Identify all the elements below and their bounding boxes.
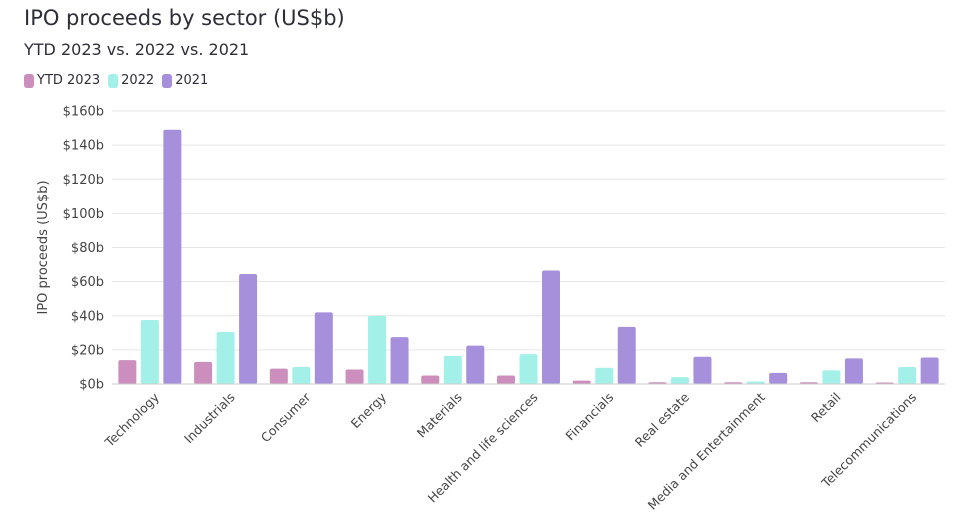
y-tick-label: $20b [71, 343, 104, 358]
bar-real-estate-2022[interactable] [670, 377, 689, 384]
y-axis-ticks: $0b $20b $40b $60b $80b $100b $120b $140b $160b [63, 105, 104, 393]
x-tick-label-retail: Retail [808, 390, 844, 426]
y-tick-label: $60b [71, 275, 104, 290]
bar-materials-ytd-2023[interactable] [421, 375, 440, 384]
bar-industrials-2021[interactable] [239, 273, 258, 384]
bar-energy-2022[interactable] [368, 315, 387, 384]
y-tick-label: $120b [63, 173, 104, 188]
chart-subtitle: YTD 2023 vs. 2022 vs. 2021 [24, 40, 250, 59]
bar-real-estate-2021[interactable] [693, 356, 712, 384]
x-tick-label-financials: Financials [562, 390, 616, 444]
bar-media-and-entertainment-2021[interactable] [769, 372, 788, 384]
bar-consumer-ytd-2023[interactable] [269, 368, 288, 384]
y-tick-label: $40b [71, 309, 104, 324]
bars [118, 129, 939, 384]
y-tick-label: $0b [79, 378, 104, 393]
legend-swatch-2021 [162, 73, 173, 88]
x-tick-label-materials: Materials [414, 390, 465, 441]
y-tick-label: $140b [63, 139, 104, 154]
legend-item-2021[interactable]: 2021 [162, 73, 208, 88]
legend-item-2022[interactable]: 2022 [108, 73, 154, 88]
bar-financials-2021[interactable] [617, 326, 636, 384]
x-tick-label-consumer: Consumer [258, 389, 314, 445]
bar-materials-2022[interactable] [443, 355, 462, 384]
x-tick-label-real-estate: Real estate [632, 389, 693, 450]
legend-swatch-ytd-2023 [24, 73, 34, 88]
bar-technology-2021[interactable] [163, 129, 182, 384]
bar-energy-ytd-2023[interactable] [345, 369, 364, 384]
legend: YTD 2023 2022 2021 [24, 73, 208, 88]
legend-label-2022: 2022 [121, 73, 155, 88]
gridlines [112, 110, 945, 351]
x-tick-label-technology: Technology [101, 389, 162, 450]
y-tick-label: $100b [63, 207, 104, 222]
bar-consumer-2022[interactable] [292, 366, 311, 384]
bar-media-and-entertainment-2022[interactable] [746, 381, 765, 384]
bar-financials-2022[interactable] [595, 367, 614, 384]
legend-item-ytd-2023[interactable]: YTD 2023 [24, 73, 100, 88]
bar-health-and-life-sciences-2022[interactable] [519, 354, 538, 384]
legend-label-ytd-2023: YTD 2023 [37, 73, 101, 88]
bar-materials-2021[interactable] [466, 345, 485, 384]
bar-consumer-2021[interactable] [314, 312, 333, 384]
legend-label-2021: 2021 [175, 73, 209, 88]
x-axis-labels: Technology Industrials Consumer Energy Mater… [101, 389, 919, 513]
bar-energy-2021[interactable] [390, 337, 409, 384]
x-tick-label-industrials: Industrials [181, 390, 238, 447]
y-axis-title: IPO proceeds (US$b) [36, 180, 51, 314]
bar-telecommunications-2022[interactable] [898, 366, 917, 384]
x-tick-label-energy: Energy [348, 389, 390, 431]
bar-industrials-2022[interactable] [216, 331, 235, 384]
y-tick-label: $80b [71, 241, 104, 256]
bar-technology-2022[interactable] [140, 320, 159, 384]
bar-retail-2022[interactable] [822, 370, 841, 384]
bar-telecommunications-2021[interactable] [920, 357, 939, 384]
bar-retail-2021[interactable] [844, 358, 863, 384]
bar-health-and-life-sciences-2021[interactable] [542, 270, 560, 384]
y-tick-label: $160b [63, 105, 104, 120]
bar-technology-ytd-2023[interactable] [118, 360, 137, 384]
bar-industrials-ytd-2023[interactable] [194, 361, 213, 384]
bar-health-and-life-sciences-ytd-2023[interactable] [497, 375, 515, 384]
chart-title: IPO proceeds by sector (US$b) [24, 6, 345, 30]
bar-financials-ytd-2023[interactable] [572, 380, 591, 384]
legend-swatch-2022 [108, 73, 119, 88]
